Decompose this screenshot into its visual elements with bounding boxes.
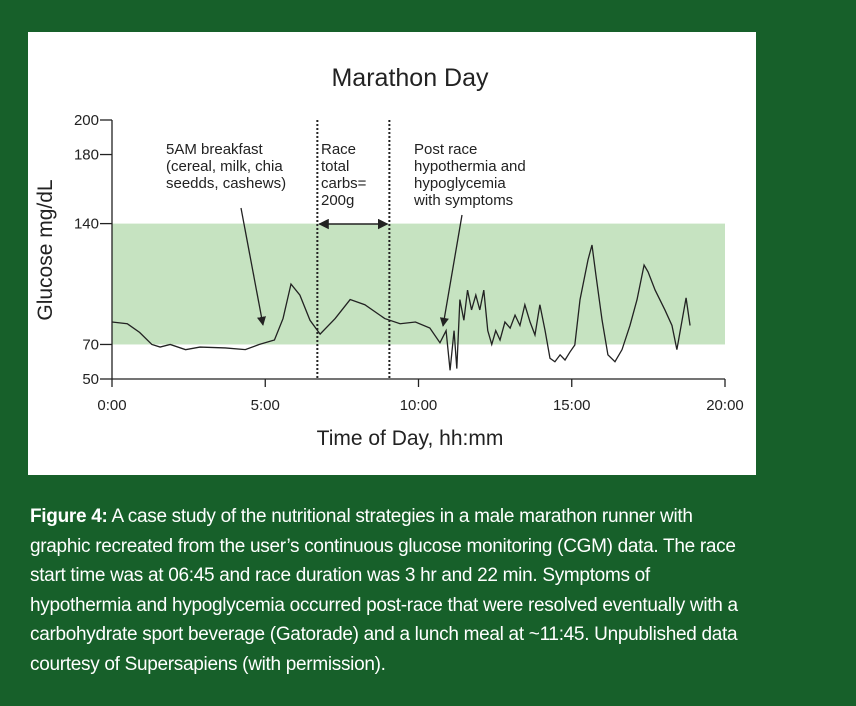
x-tick-label: 10:00 bbox=[400, 397, 438, 414]
y-tick-label: 70 bbox=[82, 336, 99, 353]
annotation: carbs= bbox=[321, 175, 367, 192]
chart: Marathon Day Time of Day, hh:mm Glucose … bbox=[34, 64, 744, 450]
annotation: seedds, cashews) bbox=[166, 175, 286, 192]
chart-title: Marathon Day bbox=[331, 64, 489, 92]
x-axis-label: Time of Day, hh:mm bbox=[317, 427, 504, 450]
annotation: hypoglycemia bbox=[414, 175, 506, 192]
y-axis-label: Glucose mg/dL bbox=[34, 179, 57, 320]
caption-label: Figure 4: bbox=[30, 506, 108, 527]
y-tick-label: 140 bbox=[74, 216, 99, 233]
x-tick-label: 15:00 bbox=[553, 397, 591, 414]
annotation: 5AM breakfast bbox=[166, 141, 264, 158]
y-tick-label: 200 bbox=[74, 112, 99, 129]
x-tick-label: 0:00 bbox=[97, 397, 126, 414]
annotation: (cereal, milk, chia bbox=[166, 158, 283, 175]
annotation: hypothermia and bbox=[414, 158, 526, 175]
x-tick-label: 5:00 bbox=[251, 397, 280, 414]
annotation: Race bbox=[321, 141, 356, 158]
annotation: 200g bbox=[321, 192, 354, 209]
annotation: Post race bbox=[414, 141, 477, 158]
annotation-arrow bbox=[240, 207, 266, 326]
target-range bbox=[112, 223, 725, 345]
y-tick-label: 50 bbox=[82, 371, 99, 388]
glucose-line bbox=[111, 244, 691, 371]
caption-text: A case study of the nutritional strategi… bbox=[30, 506, 738, 675]
y-tick-label: 180 bbox=[74, 147, 99, 164]
x-tick-label: 20:00 bbox=[706, 397, 744, 414]
annotation: with symptoms bbox=[413, 192, 513, 209]
caption: Figure 4: A case study of the nutritiona… bbox=[30, 502, 750, 679]
annotation-arrow bbox=[439, 214, 463, 327]
annotation: total bbox=[321, 158, 349, 175]
